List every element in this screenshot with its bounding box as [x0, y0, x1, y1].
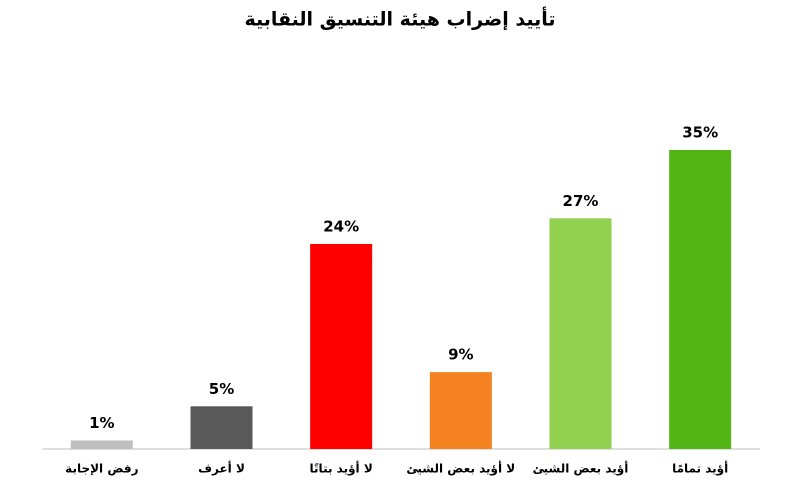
value-label: 27% [563, 192, 599, 210]
x-tick-label: أؤيد تمامًا [672, 461, 728, 477]
bar [669, 150, 732, 449]
bar [190, 406, 253, 449]
x-tick-label: أؤيد بعض الشيئ [533, 461, 629, 477]
value-label: 35% [682, 124, 718, 142]
x-tick-label: رفض الإجابة [65, 462, 138, 476]
bar [549, 218, 612, 449]
bar [310, 243, 373, 449]
chart-title: تأييد إضراب هيئة التنسيق النقابية [244, 7, 555, 31]
value-label: 9% [448, 346, 473, 364]
value-label: 1% [89, 414, 114, 432]
x-tick-label: لا أؤيد بتاتًا [310, 461, 373, 477]
value-label: 24% [323, 217, 359, 235]
bar [70, 440, 133, 449]
bar [429, 372, 492, 449]
x-tick-label: لا أعرف [198, 461, 245, 476]
x-tick-label: لا أؤيد بعض الشيئ [406, 461, 515, 477]
value-label: 5% [209, 380, 234, 398]
